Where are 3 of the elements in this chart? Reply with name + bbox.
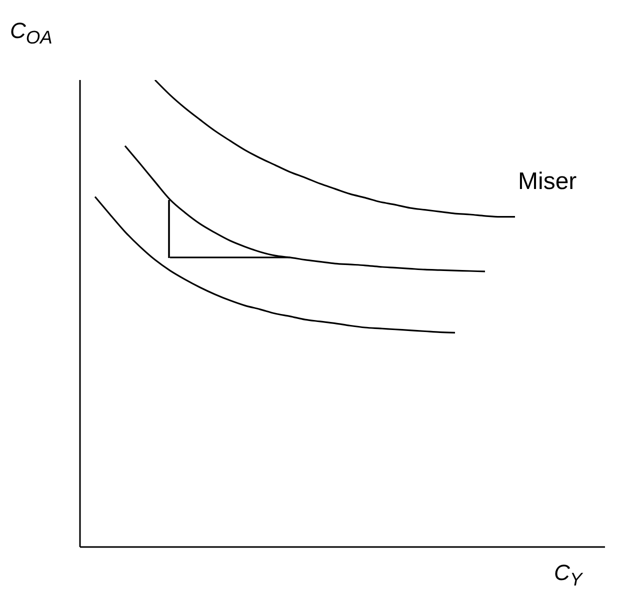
y-axis-title: C$_{OA}$ bbox=[10, 18, 52, 48]
annotation: Miser bbox=[518, 168, 577, 196]
x-axis-title: C$_{Y}$ bbox=[554, 560, 582, 590]
